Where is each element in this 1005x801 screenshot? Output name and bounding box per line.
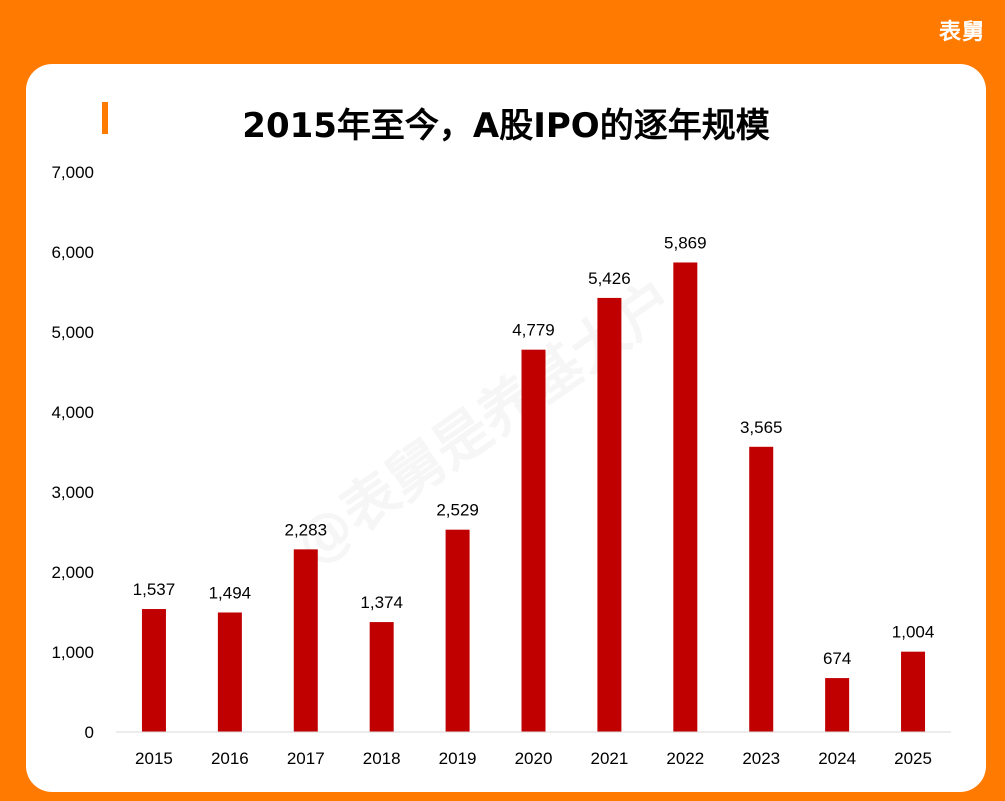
data-label-2015: 1,537 (133, 580, 176, 599)
data-label-2022: 5,869 (664, 233, 707, 252)
data-label-2024: 674 (823, 649, 851, 668)
y-tick-label: 6,000 (51, 243, 94, 262)
brand-logo: 表舅 (938, 20, 985, 45)
data-label-2021: 5,426 (588, 269, 631, 288)
y-tick-label: 4,000 (51, 403, 94, 422)
x-tick-label: 2020 (515, 749, 553, 768)
bar-2019 (445, 529, 470, 732)
y-tick-label: 1,000 (51, 643, 94, 662)
y-tick-label: 7,000 (51, 163, 94, 182)
data-label-2017: 2,283 (284, 520, 327, 539)
data-label-2016: 1,494 (209, 583, 252, 602)
bar-2015 (141, 609, 166, 732)
x-tick-label: 2018 (363, 749, 401, 768)
chart-card: 2015年至今，A股IPO的逐年规模 @表舅是养基大户 0 1,000 2,000 3… (26, 64, 986, 792)
y-tick-label: 3,000 (51, 483, 94, 502)
x-axis: 2015 2016 2017 2018 2019 2020 2021 2022 2023 2024… (116, 731, 951, 768)
data-label-2020: 4,779 (512, 321, 555, 340)
x-tick-label: 2022 (666, 749, 704, 768)
x-tick-label: 2023 (742, 749, 780, 768)
x-tick-label: 2017 (287, 749, 325, 768)
bar-2018 (369, 622, 394, 732)
data-label-2018: 1,374 (360, 593, 403, 612)
bar-2021 (597, 297, 622, 732)
bar-2020 (521, 349, 546, 732)
x-tick-label: 2024 (818, 749, 856, 768)
chart-title: 2015年至今，A股IPO的逐年规模 (242, 106, 770, 146)
y-tick-label: 5,000 (51, 323, 94, 342)
bar-2023 (749, 446, 774, 732)
x-tick-label: 2019 (439, 749, 477, 768)
bars: 1,537 1,494 2,283 1,374 2,529 4,779 5,426 5,869… (133, 233, 935, 732)
data-label-2025: 1,004 (892, 623, 935, 642)
bar-2016 (217, 612, 242, 732)
y-tick-label: 2,000 (51, 563, 94, 582)
bar-2017 (293, 549, 318, 732)
data-label-2019: 2,529 (436, 501, 479, 520)
x-tick-label: 2016 (211, 749, 249, 768)
x-tick-label: 2021 (590, 749, 628, 768)
bar-chart: 0 1,000 2,000 3,000 4,000 5,000 6,000 7,000 1,5… (51, 163, 951, 768)
x-tick-label: 2025 (894, 749, 932, 768)
bar-2025 (901, 651, 926, 732)
y-tick-label: 0 (85, 723, 94, 742)
data-label-2023: 3,565 (740, 418, 783, 437)
title-accent-bar (102, 102, 108, 134)
x-tick-label: 2015 (135, 749, 173, 768)
bar-2024 (825, 678, 850, 732)
y-axis: 0 1,000 2,000 3,000 4,000 5,000 6,000 7,000 (51, 163, 94, 742)
bar-2022 (673, 262, 698, 732)
